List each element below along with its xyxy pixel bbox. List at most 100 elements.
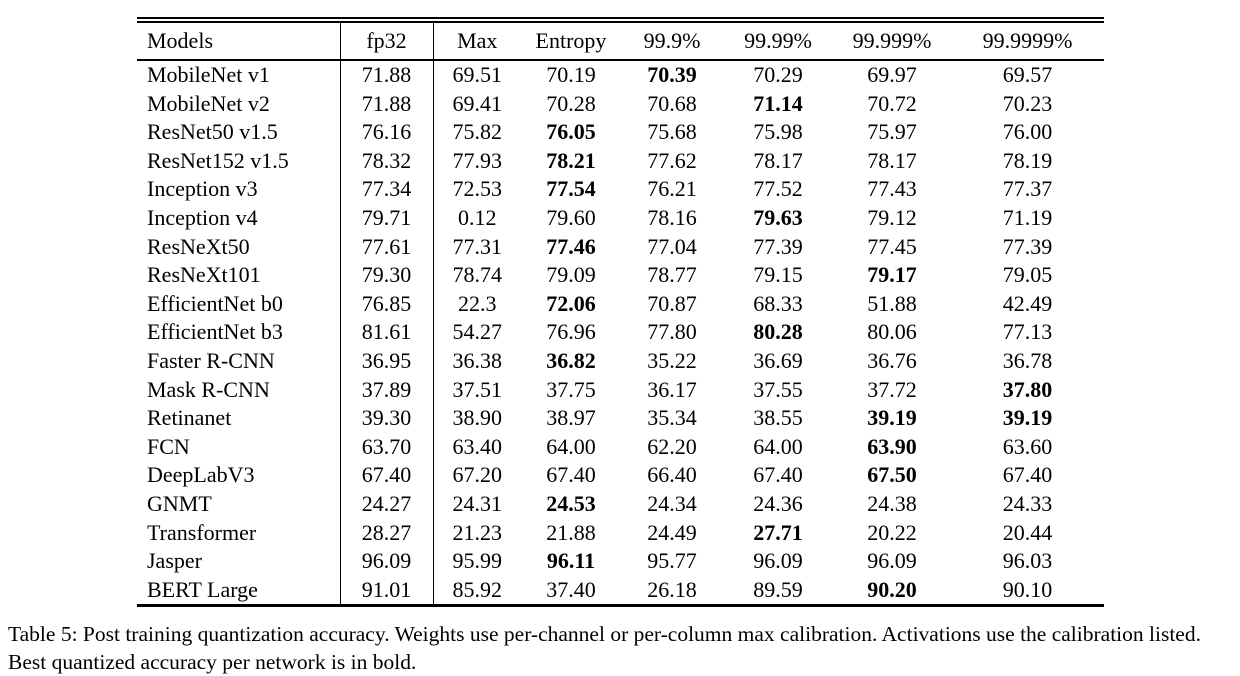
table-row: ResNet50 v1.5 76.16 75.82 76.05 75.68 75.98 75… bbox=[137, 118, 1104, 147]
accuracy-value: 36.69 bbox=[753, 347, 803, 373]
accuracy-value: 70.23 bbox=[1002, 90, 1053, 116]
table-row: MobileNet v2 71.88 69.41 70.28 70.68 71.14 70.… bbox=[137, 89, 1104, 119]
table-row: GNMT 24.27 24.31 24.53 24.34 24.36 24.38 24.33 bbox=[137, 489, 1104, 519]
accuracy-value: 77.80 bbox=[647, 319, 697, 345]
accuracy-value: 77.54 bbox=[546, 176, 596, 202]
accuracy-value: 71.88 bbox=[340, 60, 434, 90]
table-row: Mask R-CNN 37.89 37.51 37.75 36.17 37.55 37.72… bbox=[137, 375, 1104, 405]
table-row: Inception v3 77.34 72.53 77.54 76.21 77.52 77.… bbox=[137, 175, 1104, 204]
accuracy-value: 77.45 bbox=[867, 233, 917, 259]
model-name: ResNeXt50 bbox=[137, 232, 341, 262]
column-header-entropy: Entropy bbox=[521, 20, 621, 61]
accuracy-value: 70.29 bbox=[753, 62, 803, 87]
accuracy-value: 75.82 bbox=[452, 119, 503, 145]
table-row: DeepLabV3 67.40 67.20 67.40 66.40 67.40 67.50 6… bbox=[137, 461, 1104, 490]
accuracy-value: 77.52 bbox=[753, 176, 803, 202]
accuracy-value: 26.18 bbox=[647, 576, 697, 602]
model-name: GNMT bbox=[137, 489, 341, 519]
accuracy-value: 24.27 bbox=[340, 489, 434, 519]
accuracy-value: 24.33 bbox=[1002, 490, 1053, 516]
accuracy-value: 38.90 bbox=[452, 405, 503, 431]
accuracy-value: 77.93 bbox=[452, 147, 503, 173]
column-header-99-9: 99.9% bbox=[621, 20, 723, 61]
column-header-models: Models bbox=[137, 20, 341, 61]
accuracy-value: 72.53 bbox=[452, 176, 503, 202]
accuracy-value: 85.92 bbox=[452, 576, 503, 602]
table-row: BERT Large 91.01 85.92 37.40 26.18 89.59 90.20… bbox=[137, 575, 1104, 606]
accuracy-value: 68.33 bbox=[753, 290, 803, 316]
accuracy-value: 67.20 bbox=[452, 462, 503, 488]
accuracy-value: 91.01 bbox=[340, 575, 434, 606]
accuracy-value: 79.60 bbox=[546, 204, 596, 230]
accuracy-value: 39.19 bbox=[867, 405, 917, 431]
accuracy-value: 27.71 bbox=[753, 519, 803, 545]
table-row: EfficientNet b3 81.61 54.27 76.96 77.80 80.28… bbox=[137, 318, 1104, 347]
table-row: Jasper 96.09 95.99 96.11 95.77 96.09 96.09 96.0… bbox=[137, 547, 1104, 576]
accuracy-value: 67.50 bbox=[867, 462, 917, 488]
table-row: EfficientNet b0 76.85 22.3 72.06 70.87 68.33 5… bbox=[137, 289, 1104, 319]
accuracy-value: 96.03 bbox=[1002, 548, 1053, 574]
model-name: FCN bbox=[137, 432, 341, 462]
accuracy-value: 90.10 bbox=[1002, 576, 1053, 602]
accuracy-value: 36.82 bbox=[546, 347, 596, 373]
accuracy-value: 63.70 bbox=[340, 432, 434, 462]
accuracy-value: 37.75 bbox=[546, 376, 596, 402]
accuracy-value: 64.00 bbox=[753, 433, 803, 459]
accuracy-value: 78.77 bbox=[647, 262, 697, 288]
header-row: Models fp32 Max Entropy 99.9% 99.99% 99.… bbox=[137, 20, 1104, 61]
accuracy-value: 36.78 bbox=[1002, 347, 1053, 373]
accuracy-value: 38.97 bbox=[546, 405, 596, 431]
accuracy-value: 39.19 bbox=[1002, 405, 1053, 431]
model-name: Retinanet bbox=[137, 404, 341, 433]
accuracy-value: 77.46 bbox=[546, 233, 596, 259]
accuracy-value: 67.40 bbox=[546, 462, 596, 488]
accuracy-value: 79.09 bbox=[546, 262, 596, 288]
accuracy-value: 36.17 bbox=[647, 376, 697, 402]
accuracy-value: 21.88 bbox=[546, 519, 596, 545]
accuracy-value: 77.31 bbox=[452, 233, 503, 259]
model-name: Mask R-CNN bbox=[137, 375, 341, 405]
accuracy-value: 76.16 bbox=[340, 118, 434, 147]
accuracy-value: 75.97 bbox=[867, 119, 917, 145]
accuracy-value: 78.17 bbox=[867, 147, 917, 173]
accuracy-value: 69.97 bbox=[867, 62, 917, 87]
accuracy-value: 79.63 bbox=[753, 204, 803, 230]
accuracy-value: 20.44 bbox=[1002, 519, 1053, 545]
table-row: ResNeXt101 79.30 78.74 79.09 78.77 79.15 79.17… bbox=[137, 261, 1104, 290]
accuracy-value: 20.22 bbox=[867, 519, 917, 545]
accuracy-value: 62.20 bbox=[647, 433, 697, 459]
accuracy-value: 28.27 bbox=[340, 518, 434, 548]
accuracy-value: 79.12 bbox=[867, 204, 917, 230]
model-name: ResNet152 v1.5 bbox=[137, 146, 341, 176]
table-row: Inception v4 79.71 0.12 79.60 78.16 79.63 79.1… bbox=[137, 203, 1104, 233]
accuracy-value: 79.17 bbox=[867, 262, 917, 288]
accuracy-value: 81.61 bbox=[340, 318, 434, 347]
accuracy-value: 37.89 bbox=[340, 375, 434, 405]
accuracy-value: 69.57 bbox=[1002, 62, 1053, 87]
table-row: Transformer 28.27 21.23 21.88 24.49 27.71 20.2… bbox=[137, 518, 1104, 548]
column-header-99-99: 99.99% bbox=[723, 20, 833, 61]
model-name: Jasper bbox=[137, 547, 341, 576]
accuracy-value: 69.41 bbox=[452, 90, 503, 116]
accuracy-value: 67.40 bbox=[753, 462, 803, 488]
model-name: EfficientNet b0 bbox=[137, 289, 341, 319]
accuracy-value: 77.62 bbox=[647, 147, 697, 173]
table-row: Retinanet 39.30 38.90 38.97 35.34 38.55 39.19 3… bbox=[137, 404, 1104, 433]
column-header-max: Max bbox=[433, 20, 521, 61]
accuracy-value: 36.95 bbox=[340, 346, 434, 376]
accuracy-value: 79.05 bbox=[1002, 262, 1053, 288]
accuracy-value: 77.04 bbox=[647, 233, 697, 259]
accuracy-value: 78.21 bbox=[546, 147, 596, 173]
model-name: MobileNet v1 bbox=[137, 60, 341, 90]
accuracy-value: 77.61 bbox=[340, 232, 434, 262]
table-row: MobileNet v1 71.88 69.51 70.19 70.39 70.29 69.… bbox=[137, 60, 1104, 90]
accuracy-value: 37.51 bbox=[452, 376, 503, 402]
model-name: MobileNet v2 bbox=[137, 89, 341, 119]
model-name: DeepLabV3 bbox=[137, 461, 341, 490]
accuracy-value: 76.21 bbox=[647, 176, 697, 202]
accuracy-value: 89.59 bbox=[753, 576, 803, 602]
accuracy-value: 37.55 bbox=[753, 376, 803, 402]
accuracy-value: 63.60 bbox=[1002, 433, 1053, 459]
accuracy-value: 78.16 bbox=[647, 204, 697, 230]
